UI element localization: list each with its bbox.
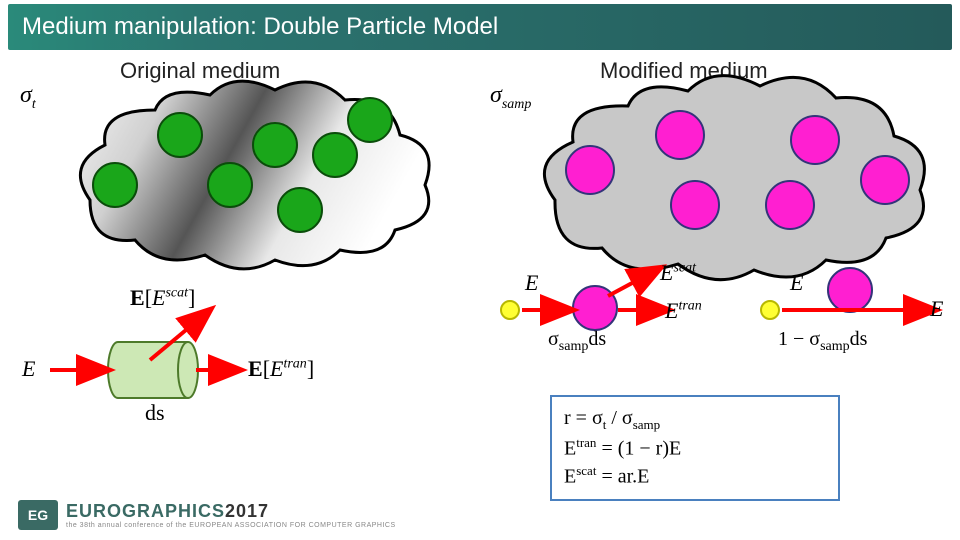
particle: [861, 156, 909, 204]
logo-year: 2017: [225, 501, 269, 521]
logo-badge: EG: [18, 500, 58, 530]
particle: [566, 146, 614, 194]
particle: [656, 111, 704, 159]
particle: [278, 188, 322, 232]
eq-3: Escat = ar.E: [564, 462, 826, 491]
particle: [313, 133, 357, 177]
label-Etran-r1: Etran: [665, 298, 702, 324]
particle: [791, 116, 839, 164]
label-E-left: E: [22, 356, 35, 382]
label-sigmads-r1: σsampds: [548, 328, 606, 355]
logo: EG EUROGRAPHICS2017 the 38th annual conf…: [18, 500, 396, 530]
logo-sub: the 38th annual conference of the EUROPE…: [66, 522, 396, 529]
particle: [93, 163, 137, 207]
label-Escat-r1: Escat: [660, 260, 696, 286]
particle: [208, 163, 252, 207]
particle: [253, 123, 297, 167]
particle: [766, 181, 814, 229]
particle: [671, 181, 719, 229]
left-diagram: [50, 310, 240, 398]
equations-box: r = σt / σsamp Etran = (1 − r)E Escat = …: [550, 395, 840, 501]
label-E-r2b: E: [930, 296, 943, 322]
label-1msigmads: 1 − σsampds: [778, 328, 867, 355]
label-E-r1: E: [525, 270, 538, 296]
label-E-r2a: E: [790, 270, 803, 296]
eq-1: r = σt / σsamp: [564, 405, 826, 434]
particle: [158, 113, 202, 157]
label-Etran-left: E[Etran]: [248, 356, 314, 382]
label-Escat-left: E[Escat]: [130, 285, 195, 311]
label-ds-left: ds: [145, 400, 165, 426]
logo-text: EUROGRAPHICS: [66, 501, 225, 521]
particle: [348, 98, 392, 142]
eq-2: Etran = (1 − r)E: [564, 434, 826, 463]
